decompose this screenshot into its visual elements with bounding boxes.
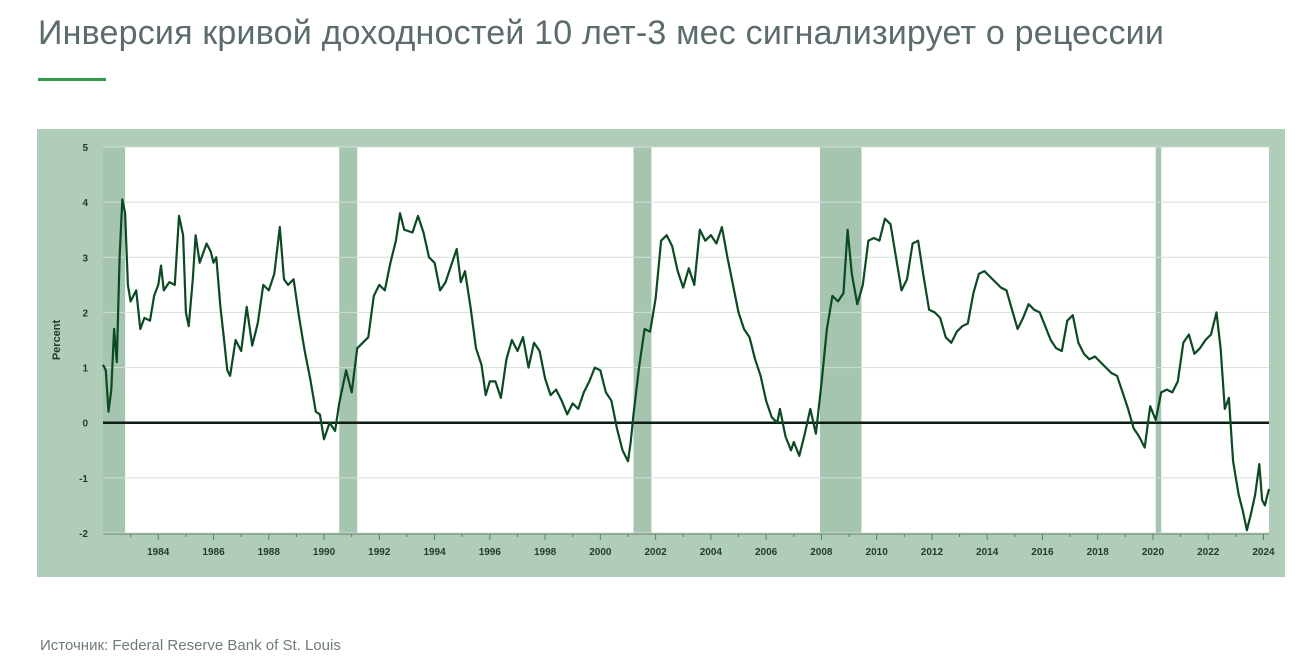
y-tick-label: 3 — [82, 253, 88, 264]
x-tick-label: 2014 — [976, 547, 999, 558]
x-tick-label: 2010 — [866, 547, 889, 558]
y-tick-labels: 5 4 3 2 1 0 -1 -2 — [79, 143, 88, 540]
x-tick-label: 2006 — [755, 547, 778, 558]
y-tick-label: 2 — [82, 308, 88, 319]
x-tick-label: 2002 — [644, 547, 667, 558]
x-tick-label: 1988 — [258, 547, 281, 558]
x-tick-label: 2018 — [1087, 547, 1110, 558]
x-tick-label: 2004 — [700, 547, 723, 558]
recession-band — [339, 147, 358, 533]
y-tick-label: 4 — [82, 198, 88, 209]
recession-band — [820, 147, 862, 533]
x-tick-label: 1984 — [147, 547, 170, 558]
recession-bands — [103, 147, 1162, 533]
yield-spread-line — [102, 198, 1271, 532]
y-tick-label: 0 — [82, 419, 88, 430]
title-accent-rule — [38, 78, 106, 81]
y-axis-label: Percent — [51, 319, 63, 360]
x-tick-labels: 1984 1986 1988 1990 1992 1994 1996 1998 2000 2002… — [130, 534, 1275, 558]
x-tick-label: 2016 — [1031, 547, 1054, 558]
page-title: Инверсия кривой доходностей 10 лет-3 мес… — [38, 14, 1165, 52]
source-note: Источник: Federal Reserve Bank of St. Lo… — [40, 637, 341, 654]
x-tick-label: 1992 — [368, 547, 391, 558]
x-tick-label: 1986 — [202, 547, 225, 558]
x-tick-label: 1998 — [534, 547, 557, 558]
y-tick-label: -1 — [79, 474, 88, 485]
y-tick-label: 5 — [82, 143, 88, 154]
x-tick-label: 1994 — [423, 547, 446, 558]
plot-area — [103, 147, 1269, 533]
x-tick-label: 2008 — [810, 547, 833, 558]
x-tick-label: 1990 — [313, 547, 336, 558]
x-tick-label: 2022 — [1197, 547, 1220, 558]
y-tick-label: 1 — [82, 364, 88, 375]
x-tick-label: 2000 — [589, 547, 612, 558]
x-tick-label: 2024 — [1252, 547, 1275, 558]
y-tick-label: -2 — [79, 529, 88, 540]
x-tick-label: 2012 — [921, 547, 944, 558]
chart-frame: 5 4 3 2 1 0 -1 -2 1984 1986 1988 1990 1992 1994 1996 1… — [37, 129, 1285, 577]
x-tick-label: 2020 — [1142, 547, 1165, 558]
recession-band — [1155, 147, 1162, 533]
x-tick-label: 1996 — [479, 547, 502, 558]
